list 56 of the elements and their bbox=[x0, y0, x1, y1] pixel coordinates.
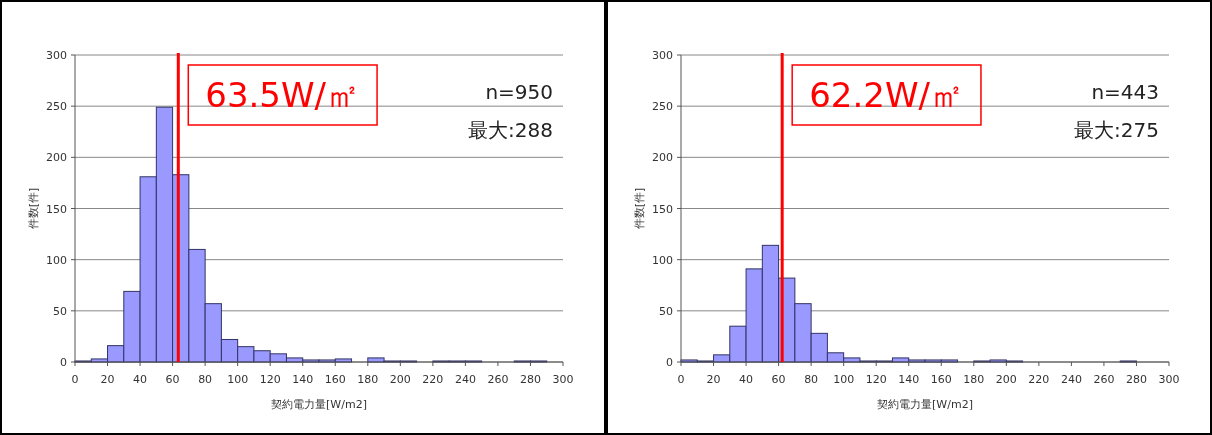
x-tick-label: 40 bbox=[133, 373, 148, 386]
y-tick-label: 150 bbox=[652, 202, 673, 216]
x-tick-label: 300 bbox=[1158, 373, 1180, 386]
y-tick-label: 100 bbox=[652, 253, 673, 267]
y-axis-title: 件数[件] bbox=[27, 187, 40, 230]
y-tick-label: 300 bbox=[46, 49, 67, 62]
y-tick-label: 0 bbox=[666, 356, 673, 369]
x-axis-title: 契約電力量[W/m2] bbox=[271, 398, 367, 411]
x-tick-label: 260 bbox=[1093, 373, 1115, 386]
y-tick-label: 200 bbox=[652, 151, 673, 165]
x-tick-label: 60 bbox=[771, 373, 786, 386]
y-tick-label: 250 bbox=[46, 100, 67, 114]
x-tick-label: 120 bbox=[865, 373, 887, 386]
x-tick-label: 140 bbox=[292, 373, 314, 386]
x-tick-label: 280 bbox=[1125, 373, 1147, 386]
x-tick-label: 160 bbox=[930, 373, 952, 386]
x-tick-label: 20 bbox=[706, 373, 721, 386]
y-tick-label: 300 bbox=[652, 49, 673, 62]
x-tick-label: 120 bbox=[259, 373, 281, 386]
ref-line-label: 63.5W/㎡ bbox=[205, 75, 361, 115]
x-tick-label: 20 bbox=[100, 373, 115, 386]
y-tick-label: 0 bbox=[60, 356, 67, 369]
x-tick-label: 180 bbox=[357, 373, 379, 386]
x-tick-label: 280 bbox=[519, 373, 541, 386]
x-tick-label: 200 bbox=[995, 373, 1017, 386]
x-tick-label: 220 bbox=[422, 373, 444, 386]
y-axis-title: 件数[件] bbox=[633, 187, 646, 230]
x-tick-label: 40 bbox=[739, 373, 754, 386]
x-tick-label: 200 bbox=[389, 373, 411, 386]
x-tick-label: 80 bbox=[198, 373, 213, 386]
ref-line-label: 62.2W/㎡ bbox=[809, 75, 964, 115]
y-tick-label: 50 bbox=[53, 304, 67, 318]
x-tick-label: 140 bbox=[898, 373, 920, 386]
annotation: n=443 bbox=[1091, 80, 1159, 104]
x-tick-label: 100 bbox=[227, 373, 249, 386]
annotation: 最大:288 bbox=[468, 118, 553, 142]
x-tick-label: 260 bbox=[487, 373, 509, 386]
x-tick-label: 300 bbox=[552, 373, 574, 386]
x-tick-label: 0 bbox=[71, 373, 79, 386]
x-tick-label: 60 bbox=[165, 373, 180, 386]
x-tick-label: 0 bbox=[677, 373, 685, 386]
x-tick-label: 240 bbox=[1060, 373, 1082, 386]
x-tick-label: 220 bbox=[1028, 373, 1050, 386]
y-tick-label: 100 bbox=[46, 253, 67, 267]
x-tick-label: 100 bbox=[833, 373, 855, 386]
x-tick-label: 80 bbox=[804, 373, 819, 386]
y-tick-label: 50 bbox=[659, 304, 673, 318]
annotation: 最大:275 bbox=[1074, 118, 1159, 142]
y-tick-label: 200 bbox=[46, 151, 67, 165]
x-axis-title: 契約電力量[W/m2] bbox=[877, 398, 973, 411]
x-tick-label: 240 bbox=[454, 373, 476, 386]
annotation: n=950 bbox=[485, 80, 553, 104]
y-tick-label: 250 bbox=[652, 100, 673, 114]
x-tick-label: 180 bbox=[963, 373, 985, 386]
x-tick-label: 160 bbox=[324, 373, 346, 386]
y-tick-label: 150 bbox=[46, 202, 67, 216]
